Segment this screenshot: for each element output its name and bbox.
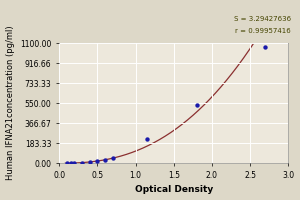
Point xyxy=(263,46,268,49)
Point xyxy=(194,104,199,107)
Point xyxy=(103,158,107,162)
X-axis label: Optical Density: Optical Density xyxy=(135,185,213,194)
Point xyxy=(68,162,73,165)
Point xyxy=(64,162,69,165)
Point xyxy=(110,156,115,159)
Point xyxy=(95,160,100,163)
Point xyxy=(87,161,92,164)
Text: r = 0.99957416: r = 0.99957416 xyxy=(235,28,291,34)
Point xyxy=(72,161,77,165)
Text: S = 3.29427636: S = 3.29427636 xyxy=(234,16,291,22)
Point xyxy=(80,161,85,164)
Y-axis label: Human IFNA21concentration (pg/ml): Human IFNA21concentration (pg/ml) xyxy=(6,26,15,180)
Point xyxy=(145,138,149,141)
